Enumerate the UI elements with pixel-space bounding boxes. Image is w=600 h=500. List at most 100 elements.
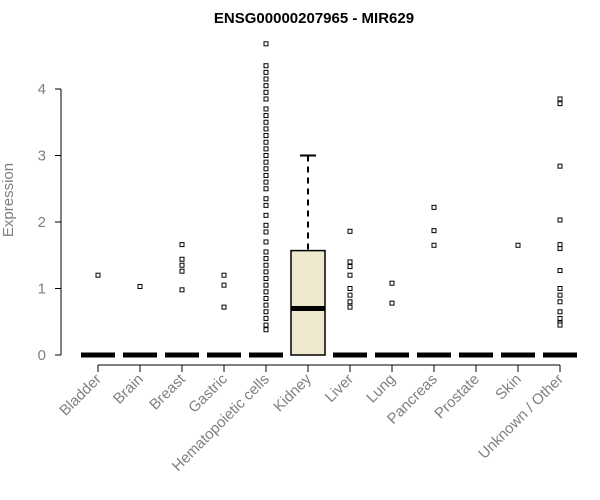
outlier-point	[557, 299, 563, 305]
outlier-point	[263, 96, 269, 102]
outlier-point	[179, 268, 185, 274]
outlier-point	[557, 315, 563, 321]
outlier-point	[515, 242, 521, 248]
boxes	[81, 41, 577, 358]
outlier-point	[389, 280, 395, 286]
box-group	[543, 96, 577, 358]
y-axis-label: Expression	[0, 163, 17, 237]
outlier-point	[263, 139, 269, 145]
outlier-point	[263, 256, 269, 262]
box-body	[290, 249, 326, 356]
y-tick-label: 1	[38, 281, 46, 298]
outlier-point	[263, 63, 269, 69]
box-group	[333, 228, 367, 358]
box-group	[81, 272, 115, 358]
x-tick-label: Lung	[363, 371, 399, 407]
outlier-point	[263, 249, 269, 255]
box-group	[417, 204, 451, 358]
outlier-point	[557, 163, 563, 169]
box-group	[123, 284, 157, 358]
outlier-point	[263, 239, 269, 245]
outlier-point	[263, 222, 269, 228]
box-group	[249, 41, 283, 358]
outlier-point	[557, 246, 563, 252]
outlier-point	[557, 292, 563, 298]
outlier-point	[263, 269, 269, 275]
outlier-point	[263, 322, 269, 328]
outlier-point	[95, 272, 101, 278]
outlier-point	[431, 204, 437, 210]
x-tick-label: Prostate	[431, 371, 483, 423]
outlier-point	[557, 101, 563, 107]
outlier-point	[263, 153, 269, 158]
outlier-point	[557, 217, 563, 223]
outlier-point	[263, 315, 269, 321]
outlier-point	[263, 179, 269, 185]
outlier-point	[263, 212, 269, 218]
outlier-point	[557, 242, 563, 248]
outlier-point	[557, 268, 563, 274]
outlier-point	[221, 304, 227, 310]
outlier-point	[431, 242, 437, 248]
outlier-point	[263, 76, 269, 82]
outlier-point	[347, 292, 353, 298]
y-tick-label: 0	[38, 347, 46, 364]
outlier-point	[179, 242, 185, 248]
outlier-point	[389, 300, 395, 306]
outlier-point	[347, 272, 353, 278]
chart-title: ENSG00000207965 - MIR629	[214, 10, 414, 27]
outlier-point	[263, 126, 269, 132]
outlier-point	[263, 159, 269, 165]
outlier-point	[263, 146, 269, 152]
outlier-point	[263, 113, 269, 119]
outlier-point	[263, 106, 269, 112]
outlier-point	[221, 272, 227, 278]
outlier-point	[263, 69, 269, 75]
y-tick-label: 4	[38, 81, 46, 98]
x-tick-label: Bladder	[56, 371, 105, 420]
outlier-point	[263, 119, 269, 125]
x-tick-label: Brain	[110, 371, 147, 408]
box-group	[375, 280, 409, 358]
outlier-point	[347, 286, 353, 291]
outlier-point	[263, 196, 269, 202]
box-group	[501, 242, 535, 358]
y-tick-label: 3	[38, 148, 46, 165]
outlier-point	[263, 83, 269, 89]
outlier-point	[431, 228, 437, 234]
outlier-point	[179, 287, 185, 293]
outlier-point	[263, 133, 269, 139]
box-group	[207, 272, 241, 358]
y-tick-label: 2	[38, 214, 46, 231]
x-tick-label: Liver	[322, 371, 357, 406]
outlier-point	[263, 89, 269, 95]
outlier-point	[263, 41, 269, 47]
outlier-point	[557, 96, 563, 102]
outlier-point	[263, 327, 269, 333]
outlier-point	[263, 295, 269, 301]
outlier-point	[347, 228, 353, 234]
outlier-point	[179, 262, 185, 268]
outlier-point	[263, 202, 269, 208]
outlier-point	[557, 322, 563, 328]
outlier-point	[137, 284, 143, 290]
box-group	[165, 242, 199, 358]
outlier-point	[263, 282, 269, 288]
outlier-point	[347, 299, 353, 305]
axes: 0 1 2 3 4	[38, 81, 560, 366]
outlier-point	[221, 282, 227, 288]
outlier-point	[557, 309, 563, 315]
outlier-point	[179, 256, 185, 262]
outlier-point	[347, 259, 353, 265]
x-tick-label: Skin	[492, 371, 525, 404]
outlier-point	[263, 186, 269, 192]
outlier-point	[263, 289, 269, 295]
outlier-point	[263, 302, 269, 308]
outlier-point	[263, 309, 269, 315]
outlier-point	[263, 262, 269, 268]
x-tick-label: Breast	[146, 370, 189, 413]
outlier-point	[347, 304, 353, 310]
outlier-point	[557, 286, 563, 291]
